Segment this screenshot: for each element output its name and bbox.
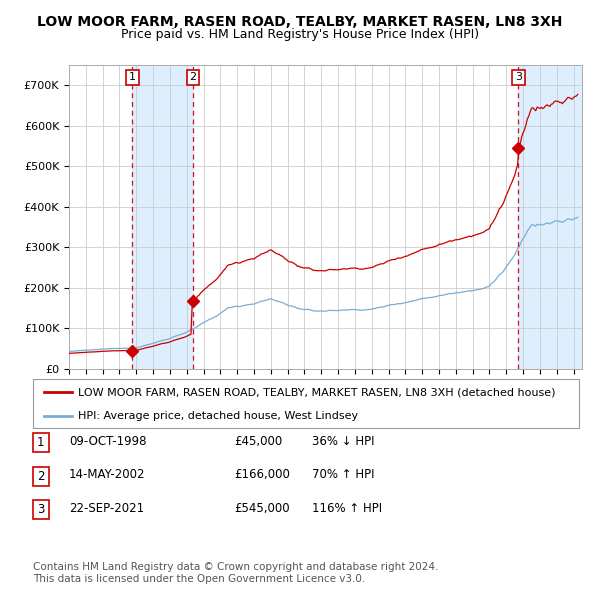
Text: Price paid vs. HM Land Registry's House Price Index (HPI): Price paid vs. HM Land Registry's House …: [121, 28, 479, 41]
Text: 70% ↑ HPI: 70% ↑ HPI: [312, 468, 374, 481]
Text: 22-SEP-2021: 22-SEP-2021: [69, 502, 144, 515]
Text: £545,000: £545,000: [234, 502, 290, 515]
Bar: [518, 65, 582, 369]
Text: Contains HM Land Registry data © Crown copyright and database right 2024.
This d: Contains HM Land Registry data © Crown c…: [33, 562, 439, 584]
Text: 3: 3: [37, 503, 44, 516]
Text: 36% ↓ HPI: 36% ↓ HPI: [312, 435, 374, 448]
Text: £45,000: £45,000: [234, 435, 282, 448]
Text: LOW MOOR FARM, RASEN ROAD, TEALBY, MARKET RASEN, LN8 3XH (detached house): LOW MOOR FARM, RASEN ROAD, TEALBY, MARKE…: [78, 388, 555, 398]
Text: HPI: Average price, detached house, West Lindsey: HPI: Average price, detached house, West…: [78, 411, 358, 421]
Text: £166,000: £166,000: [234, 468, 290, 481]
Text: 2: 2: [37, 470, 44, 483]
Text: 14-MAY-2002: 14-MAY-2002: [69, 468, 146, 481]
Text: 3: 3: [515, 73, 522, 83]
Text: 2: 2: [190, 73, 197, 83]
Text: 1: 1: [37, 436, 44, 449]
Text: LOW MOOR FARM, RASEN ROAD, TEALBY, MARKET RASEN, LN8 3XH: LOW MOOR FARM, RASEN ROAD, TEALBY, MARKE…: [37, 15, 563, 29]
Text: 1: 1: [129, 73, 136, 83]
Text: 116% ↑ HPI: 116% ↑ HPI: [312, 502, 382, 515]
Text: 09-OCT-1998: 09-OCT-1998: [69, 435, 146, 448]
Bar: [133, 65, 193, 369]
